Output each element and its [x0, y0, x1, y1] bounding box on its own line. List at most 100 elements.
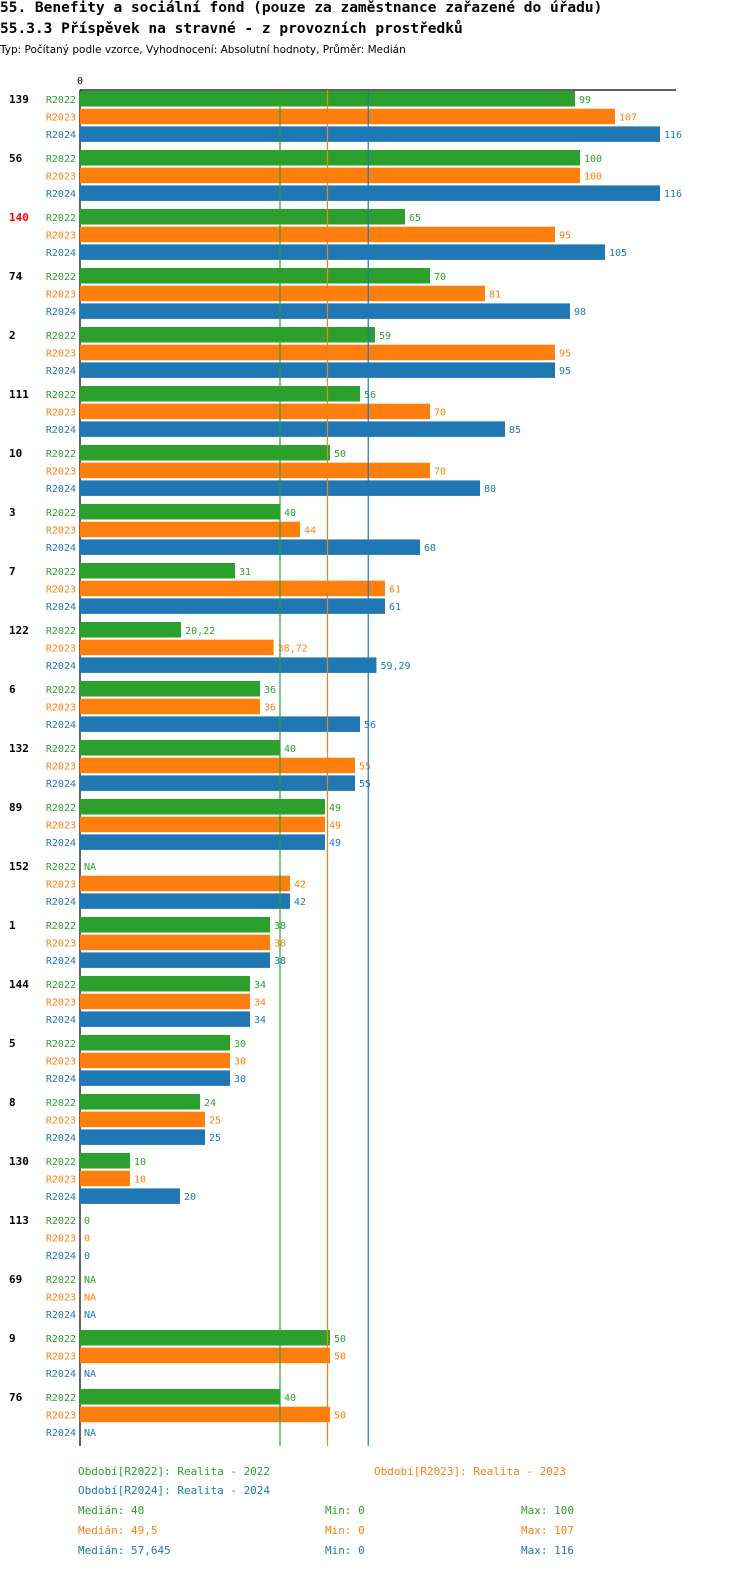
data-label-89-R2024: 49 — [329, 838, 341, 849]
category-label-144: 144 — [9, 978, 29, 991]
series-label-56-R2023: R2023 — [46, 171, 76, 182]
category-label-56: 56 — [9, 152, 23, 165]
series-label-3-R2023: R2023 — [46, 525, 76, 536]
series-label-7-R2022: R2022 — [46, 567, 76, 578]
series-label-113-R2024: R2024 — [46, 1251, 76, 1262]
data-label-113-R2022: 0 — [84, 1216, 90, 1227]
bar-152-R2023 — [80, 875, 290, 892]
series-label-3-R2024: R2024 — [46, 543, 76, 554]
legend-period-2023: Období[R2023]: Realita - 2023 — [374, 1465, 567, 1478]
data-label-6-R2022: 36 — [264, 685, 276, 696]
bar-7-R2023 — [80, 580, 385, 597]
series-label-9-R2023: R2023 — [46, 1351, 76, 1362]
stat-max-2024: Max: 116 — [521, 1544, 574, 1557]
data-label-130-R2023: 10 — [134, 1174, 146, 1185]
series-label-140-R2024: R2024 — [46, 248, 76, 259]
series-label-89-R2023: R2023 — [46, 820, 76, 831]
series-label-74-R2023: R2023 — [46, 289, 76, 300]
bar-89-R2023 — [80, 816, 325, 833]
category-label-89: 89 — [9, 801, 22, 814]
bar-5-R2023 — [80, 1052, 230, 1069]
data-label-74-R2022: 70 — [434, 272, 446, 283]
category-label-113: 113 — [9, 1214, 29, 1227]
chart-title-line1: 55. Benefity a sociální fond (pouze za z… — [0, 0, 603, 16]
data-label-89-R2023: 49 — [329, 820, 341, 831]
series-label-111-R2024: R2024 — [46, 425, 76, 436]
data-label-5-R2022: 30 — [234, 1039, 246, 1050]
data-label-69-R2024: NA — [84, 1310, 96, 1321]
series-label-5-R2024: R2024 — [46, 1074, 76, 1085]
series-label-3-R2022: R2022 — [46, 508, 76, 519]
bar-9-R2022 — [80, 1330, 330, 1346]
category-label-1: 1 — [9, 919, 16, 932]
data-label-7-R2023: 61 — [389, 584, 401, 595]
bar-140-R2024 — [80, 244, 605, 260]
bar-140-R2022 — [80, 209, 405, 225]
series-label-144-R2023: R2023 — [46, 997, 76, 1008]
data-label-144-R2022: 34 — [254, 980, 266, 991]
data-label-69-R2023: NA — [84, 1292, 96, 1303]
data-label-130-R2022: 10 — [134, 1157, 146, 1168]
series-label-56-R2024: R2024 — [46, 189, 76, 200]
data-label-139-R2024: 116 — [664, 130, 682, 141]
category-label-130: 130 — [9, 1155, 29, 1168]
data-label-111-R2023: 70 — [434, 407, 446, 418]
series-label-113-R2022: R2022 — [46, 1216, 76, 1227]
series-label-6-R2023: R2023 — [46, 702, 76, 713]
category-label-139: 139 — [9, 93, 29, 106]
data-label-8-R2023: 25 — [209, 1115, 221, 1126]
series-label-152-R2024: R2024 — [46, 897, 76, 908]
series-label-69-R2022: R2022 — [46, 1275, 76, 1286]
bar-56-R2022 — [80, 150, 580, 166]
category-label-10: 10 — [9, 447, 22, 460]
bar-7-R2024 — [80, 598, 385, 614]
bar-9-R2023 — [80, 1347, 330, 1364]
data-label-7-R2024: 61 — [389, 602, 401, 613]
series-label-122-R2023: R2023 — [46, 643, 76, 654]
bar-76-R2023 — [80, 1406, 330, 1423]
data-label-10-R2024: 80 — [484, 484, 496, 495]
series-label-74-R2024: R2024 — [46, 307, 76, 318]
data-label-10-R2023: 70 — [434, 466, 446, 477]
x-tick-label: 0 — [77, 76, 83, 87]
stat-median-2024: Medián: 57,645 — [78, 1544, 171, 1557]
bar-8-R2024 — [80, 1129, 205, 1145]
data-label-3-R2022: 40 — [284, 508, 296, 519]
data-label-132-R2022: 40 — [284, 744, 296, 755]
data-label-74-R2024: 98 — [574, 307, 586, 318]
series-label-130-R2022: R2022 — [46, 1157, 76, 1168]
series-label-132-R2024: R2024 — [46, 779, 76, 790]
data-label-152-R2022: NA — [84, 862, 96, 873]
data-label-9-R2023: 50 — [334, 1351, 346, 1362]
bar-130-R2024 — [80, 1188, 180, 1204]
series-label-139-R2023: R2023 — [46, 112, 76, 123]
series-label-76-R2024: R2024 — [46, 1428, 76, 1439]
series-label-139-R2024: R2024 — [46, 130, 76, 141]
data-label-2-R2022: 59 — [379, 331, 391, 342]
category-label-152: 152 — [9, 860, 29, 873]
data-label-10-R2022: 50 — [334, 449, 346, 460]
bar-89-R2022 — [80, 799, 325, 815]
series-label-76-R2022: R2022 — [46, 1393, 76, 1404]
bar-139-R2023 — [80, 108, 615, 125]
series-label-1-R2024: R2024 — [46, 956, 76, 967]
series-label-1-R2023: R2023 — [46, 938, 76, 949]
series-label-1-R2022: R2022 — [46, 921, 76, 932]
data-label-3-R2024: 68 — [424, 543, 436, 554]
series-label-76-R2023: R2023 — [46, 1410, 76, 1421]
category-label-140: 140 — [9, 211, 29, 224]
series-label-89-R2022: R2022 — [46, 803, 76, 814]
data-label-122-R2022: 20,22 — [185, 626, 215, 637]
category-label-3: 3 — [9, 506, 16, 519]
stat-min-2024: Min: 0 — [325, 1544, 365, 1557]
data-label-140-R2024: 105 — [609, 248, 627, 259]
bar-152-R2024 — [80, 893, 290, 909]
series-label-152-R2022: R2022 — [46, 862, 76, 873]
category-label-76: 76 — [9, 1391, 23, 1404]
series-label-7-R2024: R2024 — [46, 602, 76, 613]
bar-7-R2022 — [80, 563, 235, 579]
data-label-9-R2024: NA — [84, 1369, 96, 1380]
bar-132-R2023 — [80, 757, 355, 774]
bar-1-R2022 — [80, 917, 270, 933]
series-label-144-R2024: R2024 — [46, 1015, 76, 1026]
